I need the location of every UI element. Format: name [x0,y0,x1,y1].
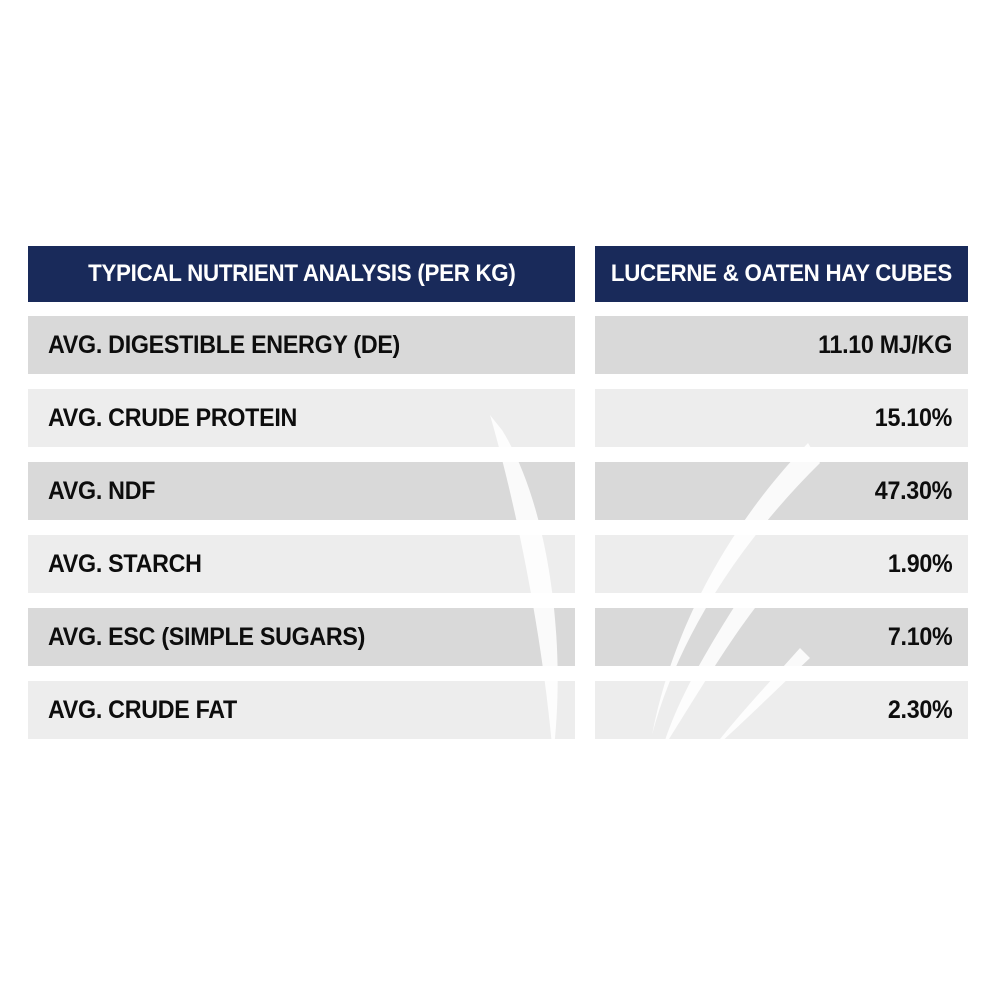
table-header-analysis-label: TYPICAL NUTRIENT ANALYSIS (PER KG) [87,260,516,287]
nutrient-label: AVG. DIGESTIBLE ENERGY (DE) [48,330,401,359]
nutrient-value: 1.90% [887,549,952,578]
table-row: AVG. ESC (SIMPLE SUGARS) 7.10% [28,608,968,666]
nutrient-label: AVG. STARCH [48,549,202,578]
nutrient-label: AVG. NDF [48,476,156,505]
nutrient-label-cell: AVG. DIGESTIBLE ENERGY (DE) [28,316,575,374]
nutrient-value: 7.10% [887,622,952,651]
nutrient-value-cell: 1.90% [595,535,968,593]
table-header-row: TYPICAL NUTRIENT ANALYSIS (PER KG) LUCER… [28,246,968,302]
nutrient-value: 15.10% [874,403,952,432]
nutrient-value-cell: 47.30% [595,462,968,520]
nutrient-value-cell: 2.30% [595,681,968,739]
nutrient-label-cell: AVG. ESC (SIMPLE SUGARS) [28,608,575,666]
nutrient-label-cell: AVG. CRUDE PROTEIN [28,389,575,447]
nutrient-value: 11.10 MJ/KG [818,330,952,359]
nutrient-label: AVG. ESC (SIMPLE SUGARS) [48,622,366,651]
nutrient-value-cell: 11.10 MJ/KG [595,316,968,374]
table-header-product-label: LUCERNE & OATEN HAY CUBES [610,260,953,287]
table-body: AVG. DIGESTIBLE ENERGY (DE) 11.10 MJ/KG … [28,316,968,739]
nutrient-label-cell: AVG. STARCH [28,535,575,593]
nutrient-label-cell: AVG. NDF [28,462,575,520]
table-row: AVG. DIGESTIBLE ENERGY (DE) 11.10 MJ/KG [28,316,968,374]
nutrient-label: AVG. CRUDE PROTEIN [48,403,298,432]
table-row: AVG. CRUDE FAT 2.30% [28,681,968,739]
nutrient-value: 2.30% [887,695,952,724]
table-row: AVG. STARCH 1.90% [28,535,968,593]
nutrient-value-cell: 15.10% [595,389,968,447]
nutrient-label: AVG. CRUDE FAT [48,695,237,724]
nutrient-analysis-table: TYPICAL NUTRIENT ANALYSIS (PER KG) LUCER… [28,246,968,754]
nutrient-label-cell: AVG. CRUDE FAT [28,681,575,739]
table-header-analysis: TYPICAL NUTRIENT ANALYSIS (PER KG) [28,246,575,302]
table-row: AVG. NDF 47.30% [28,462,968,520]
table-header-product: LUCERNE & OATEN HAY CUBES [595,246,968,302]
nutrient-value: 47.30% [874,476,952,505]
nutrient-value-cell: 7.10% [595,608,968,666]
table-row: AVG. CRUDE PROTEIN 15.10% [28,389,968,447]
